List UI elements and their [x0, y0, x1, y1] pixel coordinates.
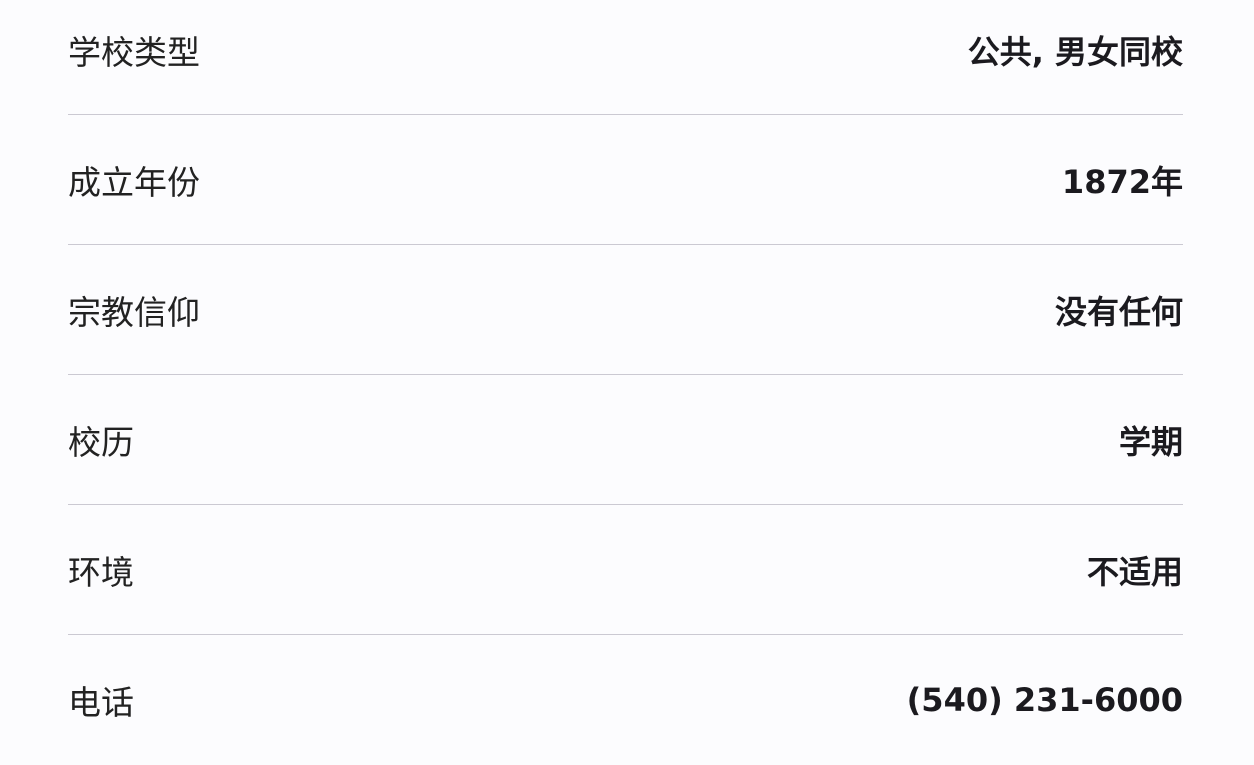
info-value: 不适用: [1086, 552, 1183, 591]
info-row-school-type: 学校类型 公共, 男女同校: [68, 0, 1183, 115]
info-row-setting: 环境 不适用: [68, 505, 1183, 635]
phone-number[interactable]: (540) 231-6000: [906, 681, 1183, 719]
info-row-religion: 宗教信仰 没有任何: [68, 245, 1183, 375]
info-value: 没有任何: [1054, 292, 1183, 331]
info-row-founded-year: 成立年份 1872年: [68, 115, 1183, 245]
info-label: 成立年份: [68, 162, 200, 202]
school-info-list: 学校类型 公共, 男女同校 成立年份 1872年 宗教信仰 没有任何 校历 学期…: [68, 0, 1183, 765]
info-row-calendar: 校历 学期: [68, 375, 1183, 505]
info-label: 电话: [68, 683, 134, 722]
info-label: 校历: [68, 422, 134, 462]
info-value: 1872年: [1061, 162, 1183, 201]
info-label: 环境: [68, 552, 134, 592]
info-label: 学校类型: [68, 32, 200, 72]
info-value: 学期: [1118, 422, 1183, 461]
info-row-phone: 电话 (540) 231-6000: [68, 635, 1183, 765]
info-label: 宗教信仰: [68, 292, 200, 332]
info-value: 公共, 男女同校: [967, 32, 1183, 71]
